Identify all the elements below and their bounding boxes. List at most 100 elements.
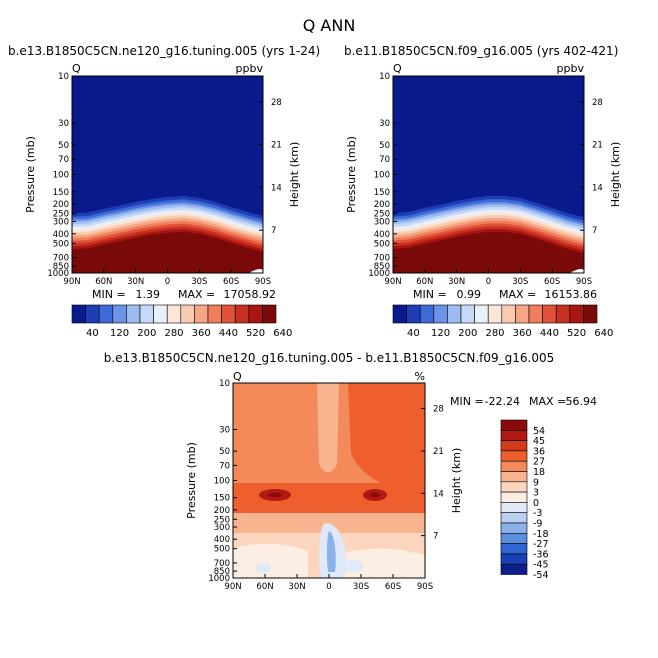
panel-left-xtick-label: 90N <box>63 277 80 287</box>
panel-right-xtick-label: 90N <box>384 277 401 287</box>
figure-title: Q ANN <box>303 16 356 35</box>
panel-left-colorbar-label: 360 <box>192 328 211 339</box>
panel-right-colorbar-label: 520 <box>567 328 586 339</box>
panel-right-units: ppbv <box>557 62 585 75</box>
panel-diff-ytick-label: 850 <box>214 567 230 577</box>
panel-right-htick-label: 14 <box>592 183 603 193</box>
panel-right-xtick-label: 90S <box>576 277 592 287</box>
panel-right-topography <box>570 269 584 273</box>
panel-diff-htick-label: 7 <box>433 532 438 542</box>
panel-diff-negative-nh <box>255 563 271 573</box>
panel-right-ytick-label: 1000 <box>368 269 390 279</box>
panel-right-max-label: MAX = <box>499 288 536 301</box>
panel-left-colorbar-label: 520 <box>246 328 265 339</box>
panel-left-htick-label: 7 <box>271 226 276 236</box>
panel-left-colorbar-cell <box>180 304 195 324</box>
panel-diff-colorbar-cell <box>500 512 528 524</box>
panel-diff-htick-label: 21 <box>433 447 444 457</box>
panel-diff-colorbar-cell <box>500 563 528 575</box>
panel-left-colorbar-cell <box>234 304 250 324</box>
panel-diff-colorbar-cell <box>500 481 528 493</box>
panel-left-max-label: MAX = <box>178 288 215 301</box>
panel-left-ytick-label: 10 <box>58 72 69 82</box>
panel-left-xtick-label: 0 <box>165 277 170 287</box>
panel-right-title: b.e11.B1850C5CN.f09_g16.005 (yrs 402-421… <box>344 44 618 58</box>
panel-left-colorbar-label: 40 <box>86 328 99 339</box>
panel-left-colorbar-cell <box>248 304 263 324</box>
panel-right-max-value: 16153.86 <box>545 288 598 301</box>
panel-right-min-label: MIN = <box>413 288 447 301</box>
panel-right-ytick-label: 300 <box>374 217 390 227</box>
panel-diff-min-label: MIN = <box>450 395 484 408</box>
panel-right-ytick-label: 700 <box>374 254 390 264</box>
panel-right-ylabel: Pressure (mb) <box>345 136 358 213</box>
panel-diff-peak-nh <box>268 492 282 498</box>
panel-diff: 1030507010015020025030040050070085010009… <box>185 379 549 592</box>
panel-diff-xtick-label: 30S <box>353 582 369 592</box>
panel-left-max-value: 17058.92 <box>224 288 277 301</box>
panel-left-colorbar-label: 440 <box>219 328 238 339</box>
panel-left-htick-label: 28 <box>271 98 282 108</box>
panel-diff-xtick-label: 60N <box>256 582 273 592</box>
panel-right: 1030507010015020025030040050070085010009… <box>345 72 622 339</box>
panel-diff-colorbar-label: 27 <box>533 457 545 468</box>
panel-diff-ytick-label: 50 <box>219 447 230 457</box>
panel-right-xtick-label: 60S <box>544 277 560 287</box>
panel-right-colorbar-cell <box>501 304 516 324</box>
panel-right-colorbar-cell <box>447 304 462 324</box>
panel-diff-htick-label: 28 <box>433 405 444 415</box>
panel-right-contour-band <box>393 231 584 273</box>
panel-left-topography <box>249 269 263 273</box>
panel-diff-ytick-label: 30 <box>219 426 230 436</box>
panel-left-ytick-label: 30 <box>58 119 69 129</box>
panel-right-ytick-label: 400 <box>374 230 390 240</box>
panel-diff-ytick-label: 100 <box>214 477 230 487</box>
panel-right-colorbar-cell <box>392 304 407 324</box>
panel-left-contour-band <box>72 231 263 273</box>
panel-right-colorbar-cell <box>583 304 598 324</box>
panel-left-htick-label: 21 <box>271 141 282 151</box>
panel-left-htick-label: 14 <box>271 183 282 193</box>
panel-left-xtick-label: 60N <box>95 277 112 287</box>
panel-diff-tropical-column <box>317 383 339 472</box>
panel-right-colorbar-label: 280 <box>485 328 504 339</box>
panel-right-ytick-label: 200 <box>374 200 390 210</box>
panel-right-colorbar-cell <box>474 304 489 324</box>
panel-right-ytick-label: 70 <box>379 155 390 165</box>
panel-right-ytick-label: 250 <box>374 210 390 220</box>
panel-diff-colorbar-cell <box>500 543 528 555</box>
panel-diff-ylabel: Pressure (mb) <box>185 442 198 519</box>
panel-left-colorbar-cell <box>194 304 209 324</box>
panel-diff-colorbar-label: 54 <box>533 426 545 437</box>
panel-diff-max-value: 56.94 <box>566 395 598 408</box>
panel-left-colorbar-cell <box>71 304 86 324</box>
panel-right-colorbar-label: 120 <box>431 328 450 339</box>
panel-diff-ylabel-right: Height (km) <box>450 448 463 514</box>
panel-diff-min-value: -22.24 <box>485 395 520 408</box>
panel-diff-colorbar-label: -9 <box>533 519 542 530</box>
panel-left-colorbar-label: 280 <box>164 328 183 339</box>
panel-left-colorbar-cell <box>153 304 168 324</box>
panel-left-field <box>72 76 263 273</box>
panel-diff-negative-core <box>326 531 336 572</box>
panel-diff-colorbar-label: 9 <box>533 477 539 488</box>
panel-left-ylabel: Pressure (mb) <box>24 136 37 213</box>
panel-right-ytick-label: 30 <box>379 119 390 129</box>
panel-left-colorbar-cell <box>207 304 222 324</box>
panel-diff-colorbar-cell <box>500 491 528 503</box>
panel-right-colorbar-cell <box>569 304 584 324</box>
panel-left-xtick-label: 30N <box>127 277 144 287</box>
panel-diff-ytick-label: 1000 <box>208 574 230 584</box>
panel-diff-colorbar-cell <box>500 522 528 534</box>
panel-right-ytick-label: 100 <box>374 171 390 181</box>
panel-diff-ytick-label: 400 <box>214 535 230 545</box>
panel-left: 1030507010015020025030040050070085010009… <box>24 72 301 339</box>
panel-right-colorbar-cell <box>487 304 503 324</box>
panel-diff-field <box>233 383 425 578</box>
panel-left-ytick-label: 50 <box>58 141 69 151</box>
panel-left-colorbar-cell <box>85 304 100 324</box>
panel-left-min-value: 1.39 <box>136 288 161 301</box>
panel-diff-colorbar-label: -36 <box>533 549 549 560</box>
panel-right-xtick-label: 0 <box>486 277 491 287</box>
panel-diff-units: % <box>415 370 425 383</box>
